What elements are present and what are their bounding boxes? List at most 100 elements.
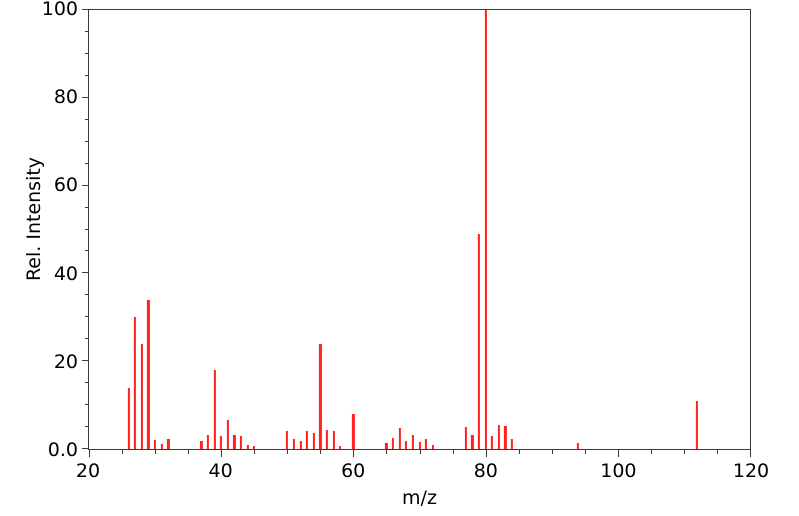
y-axis-minor-tick xyxy=(84,316,89,318)
y-axis-tick-label: 60 xyxy=(53,174,78,197)
x-axis-minor-tick xyxy=(320,449,322,454)
x-axis-minor-tick xyxy=(287,449,289,454)
spectrum-peak xyxy=(299,441,302,449)
x-axis-minor-tick xyxy=(551,449,553,454)
spectrum-peak xyxy=(140,343,143,449)
spectrum-peak xyxy=(312,433,315,449)
spectrum-peak xyxy=(425,438,428,449)
x-axis-major-tick xyxy=(353,449,355,457)
y-axis-minor-tick xyxy=(84,294,89,296)
spectrum-peak xyxy=(352,413,355,449)
spectrum-peak xyxy=(233,434,236,449)
y-axis-major-tick xyxy=(82,272,89,274)
y-axis-minor-tick xyxy=(84,162,89,164)
y-axis-minor-tick xyxy=(84,140,89,142)
spectrum-peak xyxy=(200,441,203,449)
x-axis-tick-label: 60 xyxy=(341,460,366,482)
spectrum-peak xyxy=(160,443,163,449)
spectrum-peak xyxy=(411,434,414,449)
spectrum-peak xyxy=(398,427,401,449)
spectrum-peak xyxy=(213,369,216,449)
x-axis-minor-tick xyxy=(518,449,520,454)
y-axis-minor-tick xyxy=(84,30,89,32)
x-axis-major-tick xyxy=(617,449,619,457)
y-axis-minor-tick xyxy=(84,404,89,406)
spectrum-peak xyxy=(510,439,514,449)
x-axis-minor-tick xyxy=(683,449,685,454)
y-axis-minor-tick xyxy=(84,426,89,428)
spectrum-peak xyxy=(477,233,481,449)
x-axis-major-tick xyxy=(221,449,223,457)
x-axis-minor-tick xyxy=(122,449,124,454)
x-axis-major-tick xyxy=(750,449,751,457)
y-axis-minor-tick xyxy=(84,382,89,384)
spectrum-peak xyxy=(292,439,295,449)
spectrum-peaks xyxy=(89,10,750,449)
y-axis-tick-label: 80 xyxy=(53,86,78,109)
spectrum-peak xyxy=(497,424,500,449)
spectrum-peak xyxy=(471,434,474,449)
x-axis-tick-label: 120 xyxy=(732,460,770,482)
spectrum-peak xyxy=(319,343,322,449)
spectrum-peak xyxy=(154,440,157,449)
y-axis-tick-label: 40 xyxy=(53,262,78,285)
spectrum-peak xyxy=(385,443,388,449)
spectrum-peak xyxy=(391,438,395,449)
spectrum-peak xyxy=(127,387,130,449)
y-axis-major-tick xyxy=(82,9,89,10)
y-axis-major-tick xyxy=(82,184,89,186)
spectrum-peak xyxy=(332,431,335,449)
spectrum-peak xyxy=(405,440,408,449)
spectrum-peak xyxy=(491,435,494,449)
y-axis-minor-tick xyxy=(84,338,89,340)
x-axis-minor-tick xyxy=(155,449,157,454)
spectrum-peak xyxy=(431,445,434,449)
y-axis-major-tick xyxy=(82,96,89,98)
x-axis-tick-label: 80 xyxy=(473,460,498,482)
y-axis-minor-tick xyxy=(84,74,89,76)
spectrum-peak xyxy=(339,445,342,449)
x-axis-title: m/z xyxy=(402,487,437,509)
spectrum-peak xyxy=(167,439,170,449)
spectrum-peak xyxy=(286,431,289,449)
x-axis-tick-labels: 20 40 60 80 100 120 xyxy=(76,460,769,486)
spectrum-peak xyxy=(226,420,229,449)
spectrum-peak xyxy=(484,10,487,449)
x-axis-minor-tick xyxy=(188,449,190,454)
y-axis-minor-tick xyxy=(84,250,89,252)
x-axis-major-tick xyxy=(485,449,487,457)
spectrum-peak xyxy=(464,427,467,449)
y-axis-minor-tick xyxy=(84,52,89,54)
x-axis-tick-label: 100 xyxy=(600,460,637,482)
spectrum-peak xyxy=(504,426,507,449)
x-axis-major-tick xyxy=(89,449,90,457)
x-axis-minor-tick xyxy=(452,449,454,454)
x-axis-minor-tick xyxy=(254,449,256,454)
spectrum-peak xyxy=(306,430,309,449)
y-axis-tick-label: 100 xyxy=(41,0,78,20)
y-axis-major-tick xyxy=(82,360,89,362)
y-axis-tick-label: 20 xyxy=(53,350,78,373)
spectrum-peak xyxy=(134,317,137,449)
x-axis-minor-tick xyxy=(716,449,718,454)
y-axis-major-tick xyxy=(82,448,89,449)
x-axis-minor-tick xyxy=(419,449,421,454)
x-axis-minor-tick xyxy=(650,449,652,454)
x-axis-tick-label: 40 xyxy=(208,460,233,482)
y-axis-minor-tick xyxy=(84,206,89,208)
y-axis-tick-label: 0.0 xyxy=(47,439,78,461)
spectrum-peak xyxy=(206,434,210,449)
spectrum-peak xyxy=(220,435,223,449)
x-axis-tick-label: 20 xyxy=(75,460,101,482)
spectrum-peak xyxy=(147,299,150,449)
x-axis-minor-tick xyxy=(584,449,586,454)
plot-area xyxy=(82,9,751,457)
y-axis-minor-tick xyxy=(84,118,89,120)
spectrum-peak xyxy=(246,444,249,449)
spectrum-peak xyxy=(239,435,243,449)
spectrum-peak xyxy=(325,430,329,449)
spectrum-peak xyxy=(418,441,421,449)
spectrum-peak xyxy=(253,446,256,449)
x-axis-minor-tick xyxy=(386,449,388,454)
